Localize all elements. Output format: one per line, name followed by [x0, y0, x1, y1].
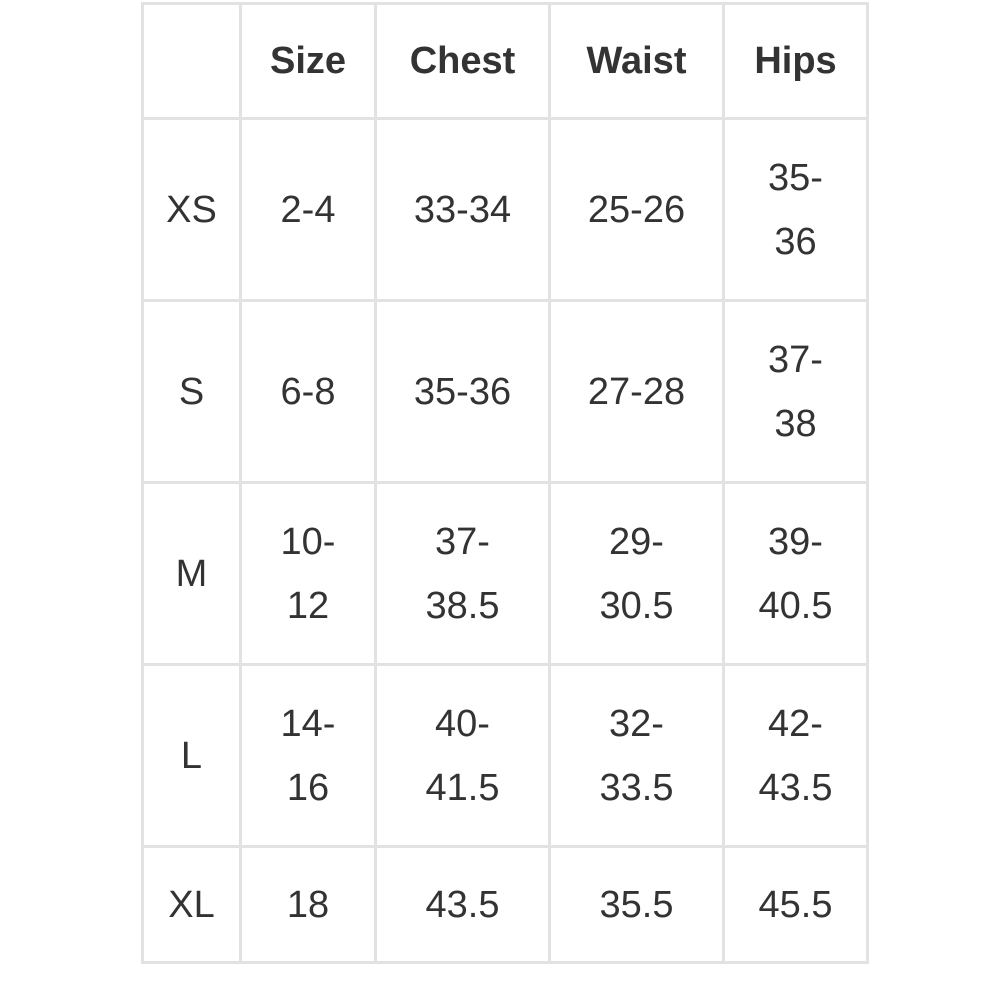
hips-value: 35-36 — [768, 156, 823, 263]
chest-value: 40-41.5 — [425, 702, 500, 809]
waist-cell: 35.5 — [548, 845, 725, 964]
chest-cell: 43.5 — [374, 845, 551, 964]
size-cell: 14-16 — [239, 663, 377, 848]
waist-value: 29-30.5 — [599, 520, 674, 627]
hips-cell: 39-40.5 — [722, 481, 869, 666]
header-waist: Waist — [548, 2, 725, 120]
size-cell: 2-4 — [239, 117, 377, 302]
size-cell: 10-12 — [239, 481, 377, 666]
chest-cell: 35-36 — [374, 299, 551, 484]
size-cell: 6-8 — [239, 299, 377, 484]
table-row: S 6-8 35-36 27-28 37-38 — [141, 299, 869, 484]
chest-value: 37-38.5 — [425, 520, 500, 627]
header-size: Size — [239, 2, 377, 120]
size-value: 14-16 — [280, 702, 336, 809]
chest-cell: 33-34 — [374, 117, 551, 302]
chest-cell: 40-41.5 — [374, 663, 551, 848]
hips-cell: 45.5 — [722, 845, 869, 964]
row-label: XS — [141, 117, 242, 302]
waist-cell: 29-30.5 — [548, 481, 725, 666]
waist-cell: 32-33.5 — [548, 663, 725, 848]
hips-cell: 37-38 — [722, 299, 869, 484]
row-label: S — [141, 299, 242, 484]
header-hips: Hips — [722, 2, 869, 120]
chest-cell: 37-38.5 — [374, 481, 551, 666]
waist-cell: 25-26 — [548, 117, 725, 302]
waist-cell: 27-28 — [548, 299, 725, 484]
table-row: XL 18 43.5 35.5 45.5 — [141, 845, 869, 964]
header-row: Size Chest Waist Hips — [141, 2, 869, 120]
header-chest: Chest — [374, 2, 551, 120]
hips-value: 42-43.5 — [758, 702, 833, 809]
row-label: M — [141, 481, 242, 666]
size-chart-table: Size Chest Waist Hips XS 2-4 33-34 25-26… — [141, 2, 869, 964]
hips-cell: 42-43.5 — [722, 663, 869, 848]
table-row: L 14-16 40-41.5 32-33.5 42-43.5 — [141, 663, 869, 848]
size-value: 10-12 — [280, 520, 336, 627]
row-label: XL — [141, 845, 242, 964]
table-row: M 10-12 37-38.5 29-30.5 39-40.5 — [141, 481, 869, 666]
hips-cell: 35-36 — [722, 117, 869, 302]
hips-value: 37-38 — [768, 338, 823, 445]
size-cell: 18 — [239, 845, 377, 964]
hips-value: 39-40.5 — [758, 520, 833, 627]
header-corner — [141, 2, 242, 120]
row-label: L — [141, 663, 242, 848]
waist-value: 32-33.5 — [599, 702, 674, 809]
table-row: XS 2-4 33-34 25-26 35-36 — [141, 117, 869, 302]
